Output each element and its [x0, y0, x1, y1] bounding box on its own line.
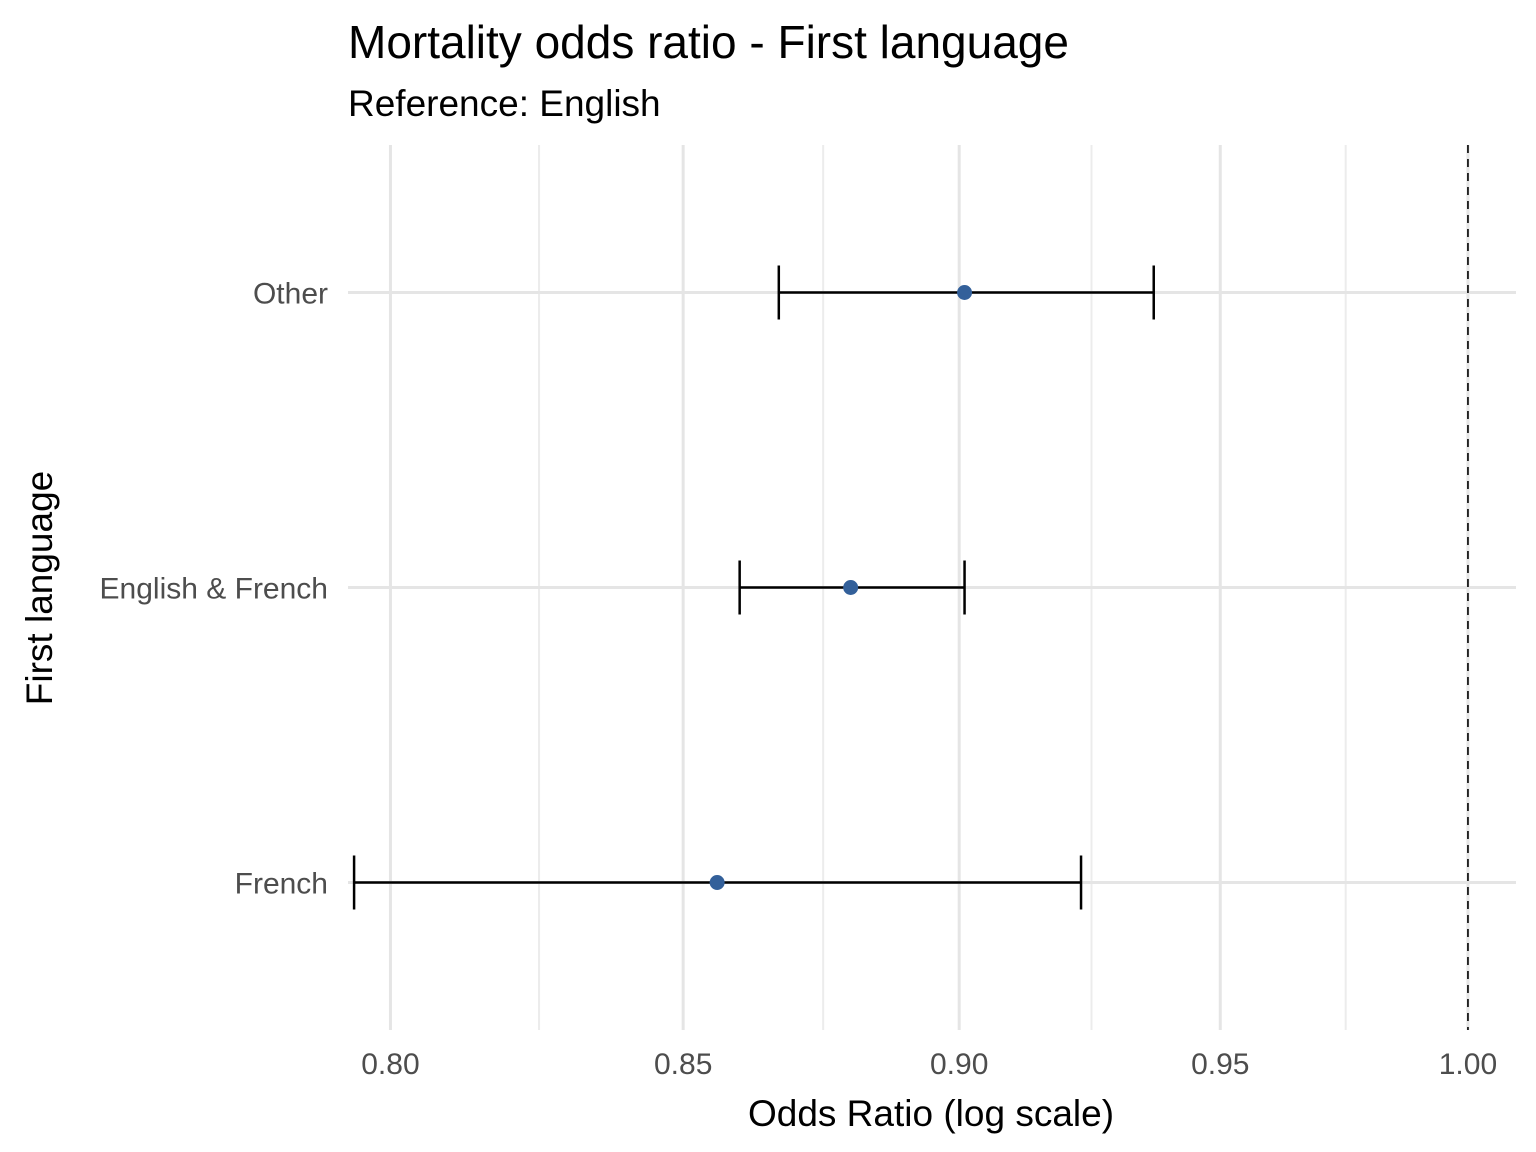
x-axis-ticks: 0.80 0.85 0.90 0.95 1.00: [361, 1048, 1497, 1081]
estimate-point: [843, 580, 859, 595]
x-tick-label: 0.80: [361, 1048, 419, 1081]
x-tick-label: 0.95: [1191, 1048, 1249, 1081]
error-bar: [352, 855, 1083, 910]
chart-title: Mortality odds ratio - First language: [348, 16, 1069, 68]
y-axis-title: First language: [19, 471, 60, 705]
error-bar: [777, 265, 1155, 320]
estimate-point: [709, 875, 725, 890]
data-marks: [352, 265, 1155, 910]
chart-subtitle: Reference: English: [348, 83, 661, 124]
y-tick-label: English & French: [100, 573, 328, 606]
error-bar: [738, 560, 966, 615]
y-tick-label: Other: [253, 278, 328, 311]
x-tick-label: 0.85: [654, 1048, 712, 1081]
estimate-point: [957, 285, 973, 300]
y-axis-ticks: Other English & French French: [100, 278, 328, 901]
x-tick-label: 0.90: [930, 1048, 988, 1081]
y-tick-label: French: [235, 868, 328, 901]
x-tick-label: 1.00: [1439, 1048, 1497, 1081]
x-axis-title: Odds Ratio (log scale): [748, 1093, 1114, 1134]
